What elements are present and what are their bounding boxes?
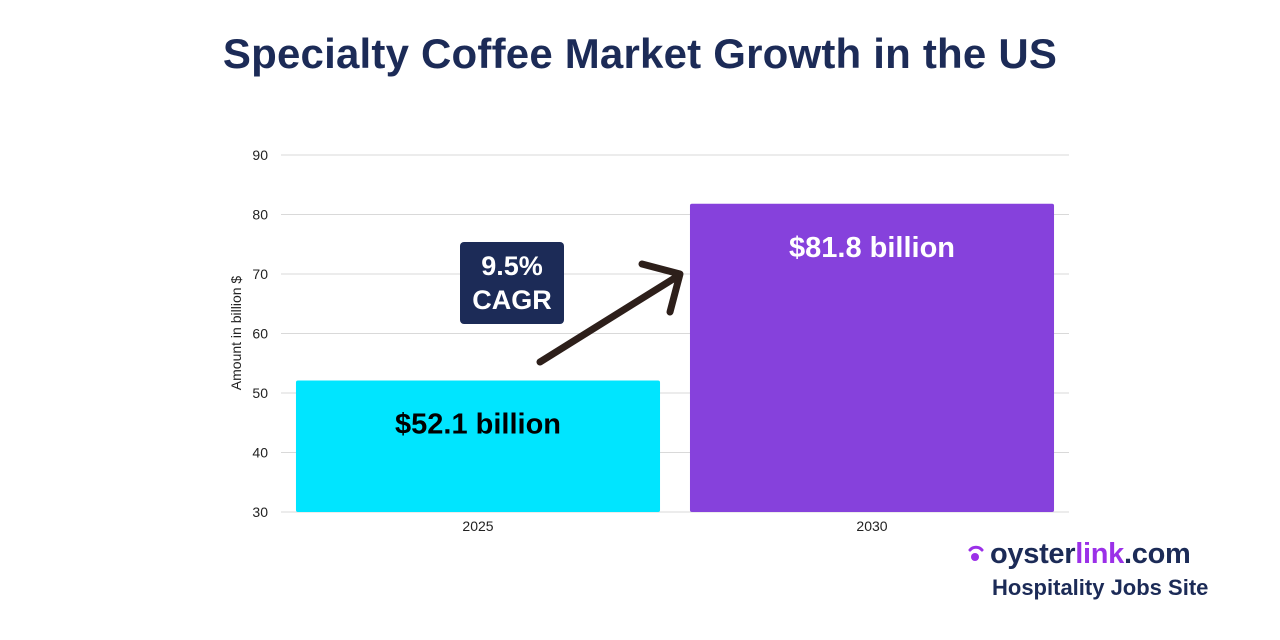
y-tick-80: 80 xyxy=(252,207,268,223)
chart-title: Specialty Coffee Market Growth in the US xyxy=(222,30,1058,77)
wave-signal-icon xyxy=(968,545,984,561)
data-labels: $52.1 billion $81.8 billion xyxy=(395,232,955,441)
brand-logo: oysterlink.com Hospitality Jobs Site xyxy=(966,538,1246,601)
cagr-value: 9.5% xyxy=(481,251,543,281)
data-label-2030: $81.8 billion xyxy=(789,232,955,264)
x-tick-labels: 2025 2030 xyxy=(462,518,887,534)
data-label-2025: $52.1 billion xyxy=(395,409,561,441)
y-tick-labels: 30 40 50 60 70 80 90 xyxy=(252,147,268,520)
y-tick-60: 60 xyxy=(252,326,268,342)
bar-2025 xyxy=(295,380,661,512)
y-tick-30: 30 xyxy=(252,504,268,520)
brand-name: oysterlink.com xyxy=(990,538,1191,570)
y-axis-label: Amount in billion $ xyxy=(228,276,244,391)
brand-tagline: Hospitality Jobs Site xyxy=(992,575,1209,600)
x-tick-2025: 2025 xyxy=(462,518,493,534)
cagr-label: CAGR xyxy=(472,285,552,315)
y-tick-90: 90 xyxy=(252,147,268,163)
x-tick-2030: 2030 xyxy=(856,518,887,534)
y-tick-40: 40 xyxy=(252,445,268,461)
cagr-annotation: 9.5% CAGR xyxy=(460,242,564,324)
y-tick-70: 70 xyxy=(252,266,268,282)
growth-arrow-icon xyxy=(536,260,684,366)
bars xyxy=(295,203,1055,513)
bar-2030 xyxy=(689,203,1055,513)
y-tick-50: 50 xyxy=(252,385,268,401)
